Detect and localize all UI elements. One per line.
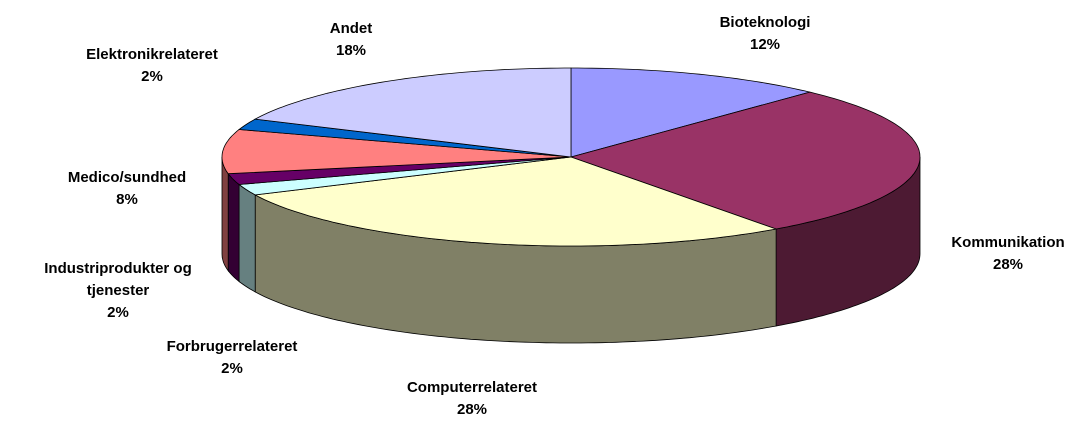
slice	[221, 129, 572, 175]
value-label: 2%	[141, 68, 163, 85]
slice-label: Kommunikation 28%	[951, 232, 1064, 276]
slice-side	[227, 172, 240, 283]
value-label: 12%	[749, 36, 781, 53]
slice	[253, 67, 572, 158]
slice-label: Bioteknologi 12%	[720, 12, 811, 56]
category-label: Bioteknologi	[719, 14, 811, 31]
slice	[238, 156, 572, 196]
slice-side	[221, 156, 229, 272]
slice-label: Computerrelateret 28%	[407, 377, 537, 421]
category-label: Medico/sundhed	[67, 169, 187, 186]
slice-label: Andet 18%	[330, 18, 373, 62]
slice-label: Elektronikrelateret 2%	[86, 44, 218, 88]
value-label: 28%	[992, 256, 1024, 273]
value-label: 18%	[335, 42, 367, 59]
slice	[238, 118, 572, 158]
value-label: 2%	[107, 304, 129, 321]
slice-label: Medico/sundhed 8%	[68, 167, 186, 211]
slice	[569, 91, 921, 230]
category-label: Computerrelateret	[406, 379, 538, 396]
category-label: Industriprodukter og tjenester	[44, 260, 192, 299]
slice	[227, 156, 572, 185]
value-label: 8%	[116, 191, 138, 208]
category-label: Forbrugerrelateret	[166, 338, 298, 355]
slice-label: Forbrugerrelateret 2%	[167, 336, 298, 380]
value-label: 2%	[221, 360, 243, 377]
slice	[253, 156, 778, 247]
value-label: 28%	[456, 401, 488, 418]
category-label: Andet	[329, 20, 373, 37]
category-label: Kommunikation	[951, 234, 1065, 251]
slice-side	[238, 183, 256, 293]
slice-label: Industriprodukter og tjenester 2%	[18, 258, 218, 324]
slice	[570, 67, 811, 158]
category-label: Elektronikrelateret	[86, 46, 218, 63]
